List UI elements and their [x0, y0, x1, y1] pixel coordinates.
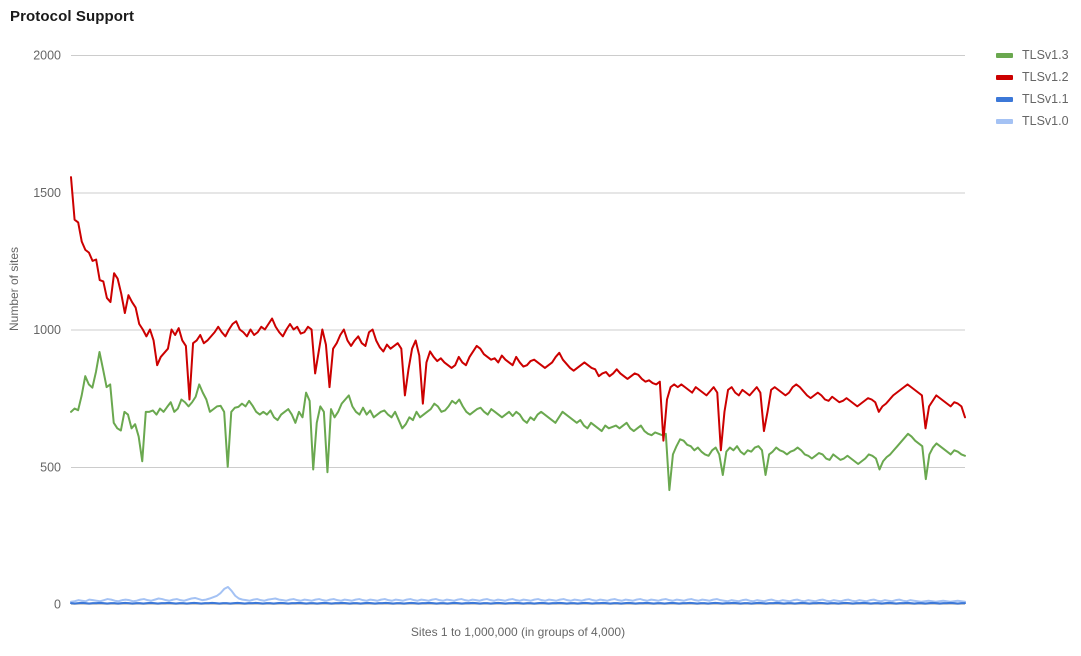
- legend-item-tlsv1-0[interactable]: TLSv1.0: [996, 110, 1081, 132]
- legend-item-tlsv1-2[interactable]: TLSv1.2: [996, 66, 1081, 88]
- chart-title: Protocol Support: [10, 8, 135, 25]
- legend-swatch-icon: [996, 118, 1013, 124]
- y-axis-tick-label: 1000: [33, 323, 61, 337]
- legend-item-label: TLSv1.0: [1022, 114, 1069, 128]
- y-axis-tick-label: 500: [40, 460, 61, 474]
- series-line-tlsv1-3: [70, 351, 966, 492]
- y-axis-tick-label: 0: [54, 598, 61, 612]
- series-line-tlsv1-1: [70, 601, 966, 605]
- y-axis-title: Number of sites: [7, 246, 21, 332]
- legend-item-label: TLSv1.2: [1022, 70, 1069, 84]
- y-axis-tick-label: 2000: [33, 49, 61, 63]
- series-line-tlsv1-2: [70, 176, 966, 452]
- legend-item-tlsv1-1[interactable]: TLSv1.1: [996, 88, 1081, 110]
- chart-legend: TLSv1.3 TLSv1.2 TLSv1.1 TLSv1.0: [996, 44, 1081, 132]
- legend-item-label: TLSv1.3: [1022, 48, 1069, 62]
- series-line-tlsv1-0: [70, 585, 966, 603]
- legend-swatch-icon: [996, 74, 1013, 80]
- x-axis-title: Sites 1 to 1,000,000 (in groups of 4,000…: [410, 625, 626, 639]
- legend-item-label: TLSv1.1: [1022, 92, 1069, 106]
- legend-swatch-icon: [996, 52, 1013, 58]
- legend-swatch-icon: [996, 96, 1013, 102]
- y-axis-tick-label: 1500: [33, 186, 61, 200]
- legend-item-tlsv1-3[interactable]: TLSv1.3: [996, 44, 1081, 66]
